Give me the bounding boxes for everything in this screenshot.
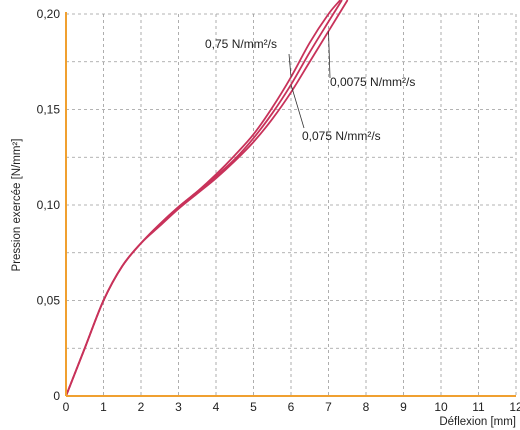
y-tick-label-2: 0,10 (37, 198, 61, 212)
x-tick-label-1: 1 (100, 400, 107, 414)
annotation-label-2: 0,075 N/mm²/s (302, 129, 381, 143)
y-tick-label-3: 0,15 (37, 103, 61, 117)
x-tick-label-3: 3 (175, 400, 182, 414)
x-tick-label-12: 12 (509, 400, 520, 414)
y-tick-label-0: 0 (53, 389, 60, 403)
y-tick-label-1: 0,05 (37, 294, 61, 308)
series-lines (66, 0, 349, 396)
x-tick-label-11: 11 (472, 400, 485, 414)
series-line-2 (66, 0, 349, 396)
x-tick-label-7: 7 (325, 400, 332, 414)
grid-lines (66, 13, 517, 396)
x-tick-label-6: 6 (288, 400, 295, 414)
annotation-leader-0 (288, 53, 292, 78)
series-line-0 (66, 0, 341, 396)
series-annotations: 0,75 N/mm²/s 0,0075 N/mm²/s 0,075 N/mm²/s (205, 31, 415, 143)
x-tick-label-4: 4 (213, 400, 220, 414)
y-axis-title: Pression exercée [N/mm²] (11, 139, 23, 272)
x-axis-title: Déflexion [mm] (439, 416, 516, 428)
x-tick-label-0: 0 (63, 400, 70, 414)
annotation-label-1: 0,0075 N/mm²/s (330, 75, 415, 89)
x-tick-label-5: 5 (250, 400, 257, 414)
x-tick-label-2: 2 (138, 400, 145, 414)
x-tick-label-9: 9 (400, 400, 407, 414)
axes (65, 12, 516, 397)
annotation-label-0: 0,75 N/mm²/s (205, 37, 277, 51)
annotation-leader-2 (290, 84, 305, 129)
annotation-leader-1 (328, 31, 331, 79)
x-tick-label-8: 8 (363, 400, 370, 414)
y-tick-label-4: 0,20 (37, 7, 61, 21)
x-tick-label-10: 10 (434, 400, 448, 414)
